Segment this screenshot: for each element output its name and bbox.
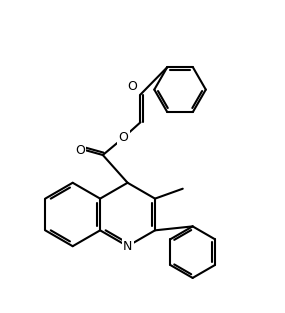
Text: O: O [119,131,129,144]
Text: N: N [123,240,132,253]
Text: O: O [128,80,137,93]
Text: O: O [75,144,85,156]
